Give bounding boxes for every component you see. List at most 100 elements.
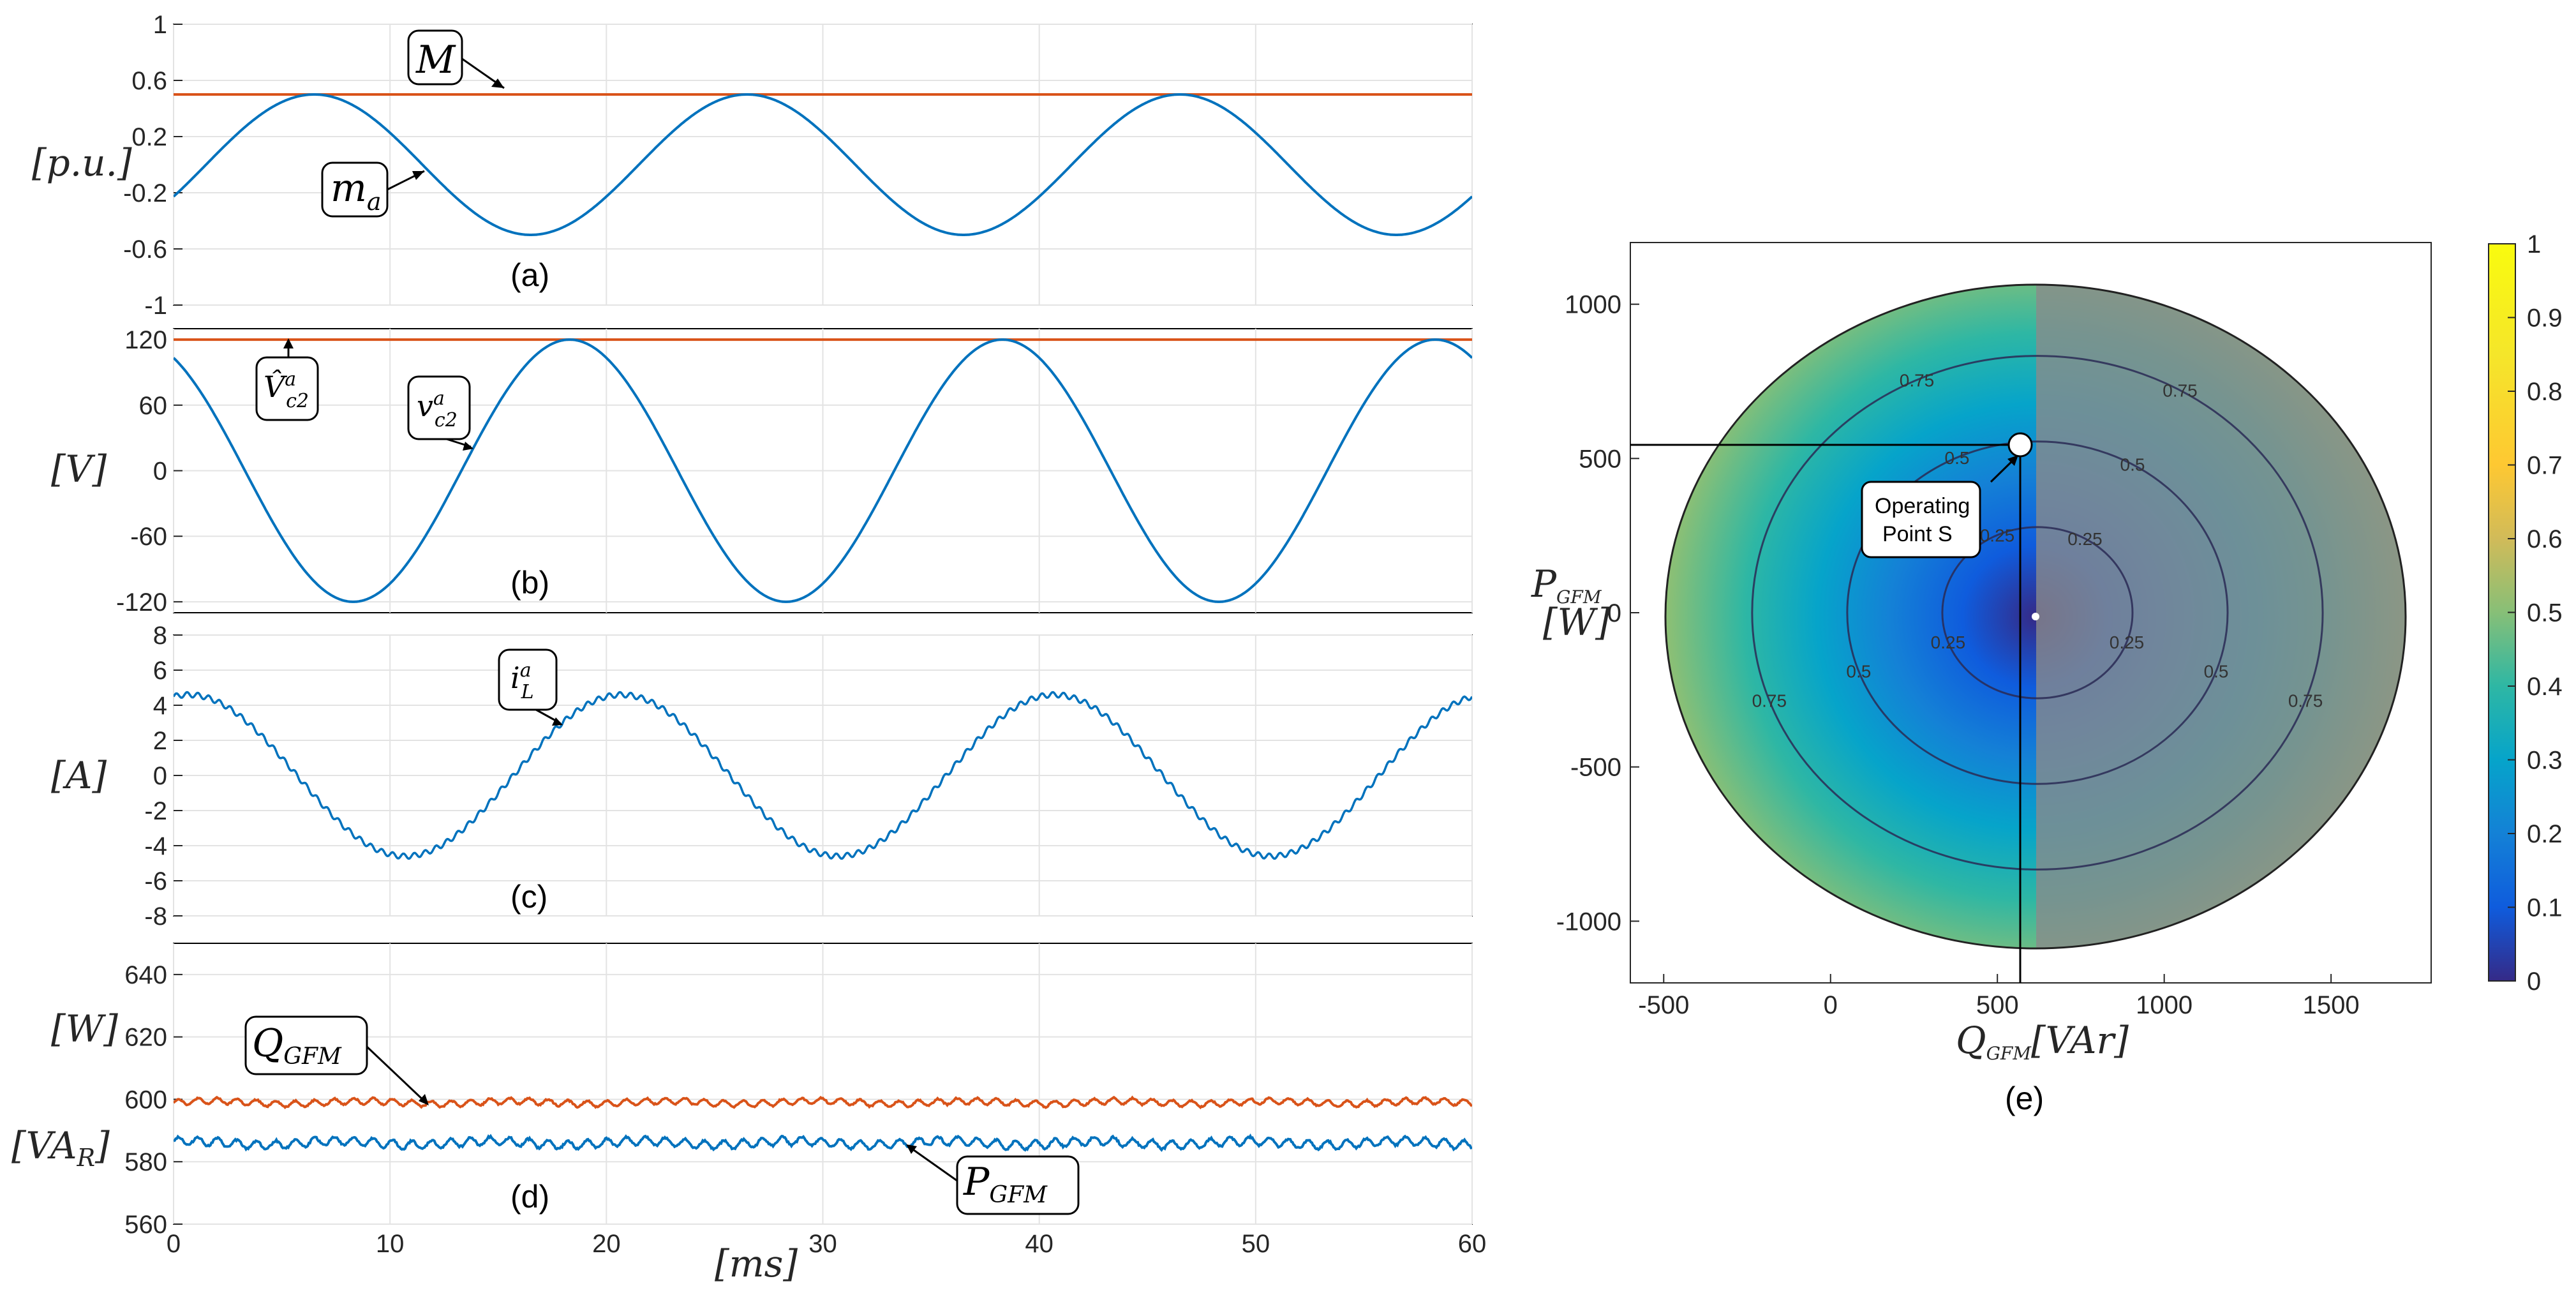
panel-a: 10.60.2-0.2-0.6-1 [p.u.] (a) M ma xyxy=(32,11,1473,320)
op-callout-line1: Operating xyxy=(1875,494,1970,518)
op-callout-arrowhead xyxy=(2007,455,2018,466)
contour-label: 0.75 xyxy=(2288,691,2323,711)
y-tick-label: -6 xyxy=(144,867,167,895)
y-tick-label: 640 xyxy=(124,961,167,989)
panel-a-grid xyxy=(173,24,1473,306)
y-tick-label: -0.2 xyxy=(123,179,167,207)
x-tick-label: 60 xyxy=(1458,1230,1487,1258)
contour-label: 0.25 xyxy=(1931,632,1966,652)
panel-c-ylabel: [A] xyxy=(51,754,107,797)
contour-label: 0.75 xyxy=(1900,370,1935,390)
contour-label: 0.5 xyxy=(2120,455,2145,475)
x-tick-label: 0 xyxy=(1824,991,1838,1019)
x-tick-label: 50 xyxy=(1242,1230,1270,1258)
colorbar-tick-label: 0.1 xyxy=(2527,894,2563,922)
op-callout-line2: Point S xyxy=(1882,522,1953,546)
contour-label: 0.75 xyxy=(2163,381,2198,401)
colorbar-tick-label: 1 xyxy=(2527,230,2541,258)
y-tick-label: 0 xyxy=(153,762,167,790)
panel-c: 8 6 4 2 0 -2 -4 -6 -8 [A] (c) ia L xyxy=(51,622,1473,931)
panel-c-label: (c) xyxy=(510,879,547,915)
contour-label: 0.75 xyxy=(1752,691,1787,711)
y-tick-label: 8 xyxy=(153,622,167,650)
panel-e-xlabel: QGFM[VAr] xyxy=(1956,1019,2129,1064)
annotation-M-text: M xyxy=(415,38,456,82)
y-tick-label: 4 xyxy=(153,692,167,720)
panel-b-label: (b) xyxy=(510,565,549,601)
annotation-Q-GFM-box xyxy=(244,1015,368,1075)
contour-0.5 xyxy=(1846,440,2229,785)
annotation-Vhat-arrowhead xyxy=(283,338,294,348)
y-tick-label: 580 xyxy=(124,1148,167,1176)
colorbar-tick-label: 0.3 xyxy=(2527,747,2563,775)
colorbar-tick-label: 0 xyxy=(2527,968,2541,996)
series-Q-GFM-line xyxy=(174,1095,1472,1110)
contour-label: 0.25 xyxy=(2067,529,2103,549)
x-tick-label: 20 xyxy=(592,1230,621,1258)
panel-d-ylabel-top: [W] xyxy=(51,1007,118,1051)
colorbar-tick-label: 0.4 xyxy=(2527,673,2563,701)
y-tick-label: 2 xyxy=(153,727,167,755)
y-tick-label: 620 xyxy=(124,1024,167,1052)
panel-a-label: (a) xyxy=(510,257,549,293)
annotation-m-a-arrowhead xyxy=(412,171,424,180)
x-tick-label: 1000 xyxy=(2136,991,2193,1019)
panel-c-grid xyxy=(173,634,1473,917)
y-tick-label: -2 xyxy=(144,797,167,825)
y-tick-label: -500 xyxy=(1570,754,1621,782)
x-tick-label: -500 xyxy=(1638,991,1689,1019)
panel-e: 0.250.250.250.250.50.50.50.50.750.750.75… xyxy=(1531,230,2563,1116)
y-tick-label: 120 xyxy=(124,326,167,354)
panel-d-ylabel-bottom: [VAR] xyxy=(11,1124,110,1172)
contour-label: 0.25 xyxy=(1980,525,2015,545)
annotation-P-GFM-arrow xyxy=(909,1146,958,1182)
x-tick-label: 0 xyxy=(167,1230,181,1258)
y-tick-label: 6 xyxy=(153,657,167,685)
panel-d-xticks: 0 10 20 30 40 50 60 xyxy=(167,1230,1486,1258)
series-m-a-line xyxy=(174,93,1472,236)
series-P-GFM-line xyxy=(174,1133,1472,1152)
y-tick-label: -8 xyxy=(144,902,167,931)
panel-d-label: (d) xyxy=(510,1179,549,1215)
annotation-M-arrowhead xyxy=(491,79,504,88)
contour-0.75 xyxy=(1751,355,2324,871)
colorbar-tick-label: 0.2 xyxy=(2527,820,2563,848)
y-tick-label: -1 xyxy=(144,292,167,320)
panel-b-yticks: 120 60 0 -60 -120 xyxy=(116,326,182,617)
annotation-Q-GFM-arrowhead xyxy=(419,1094,429,1105)
panel-e-yticks: 1000 500 0 -500 -1000 xyxy=(1556,291,1639,936)
panel-e-ylabel-bottom: [W] xyxy=(1543,601,1610,644)
y-tick-label: 0 xyxy=(1607,599,1621,627)
contour-0.25 xyxy=(1941,526,2134,700)
y-tick-label: -4 xyxy=(144,832,167,860)
y-tick-label: 1000 xyxy=(1565,291,1621,319)
x-tick-label: 40 xyxy=(1025,1230,1053,1258)
colorbar-tick-label: 0.7 xyxy=(2527,452,2563,480)
panel-a-yticks: 1 0.6 0.2 -0.2 -0.6 -1 xyxy=(123,11,182,320)
annotation-Vhat-box xyxy=(255,356,319,421)
panel-e-xticks: -500 0 500 1000 1500 xyxy=(1638,974,2360,1019)
panel-d-xlabel: [ms] xyxy=(715,1242,798,1285)
y-tick-label: 560 xyxy=(124,1211,167,1239)
heatmap-boundary xyxy=(1664,283,2407,950)
colorbar-ticks: 1 0.9 0.8 0.7 0.6 0.5 0.4 0.3 0.2 0.1 0 xyxy=(2508,230,2563,996)
series-i-L-line xyxy=(174,691,1472,860)
y-tick-label: 600 xyxy=(124,1086,167,1114)
x-tick-label: 500 xyxy=(1976,991,2019,1019)
panel-c-yticks: 8 6 4 2 0 -2 -4 -6 -8 xyxy=(144,622,182,931)
colorbar-tick-label: 0.9 xyxy=(2527,304,2563,333)
annotation-P-GFM-arrowhead xyxy=(906,1144,917,1154)
colorbar-tick-label: 0.5 xyxy=(2527,599,2563,627)
contour-label: 0.25 xyxy=(2110,632,2145,652)
panel-e-label: (e) xyxy=(2005,1081,2044,1116)
x-tick-label: 30 xyxy=(808,1230,837,1258)
series-v-c2-line xyxy=(174,338,1472,603)
x-tick-label: 10 xyxy=(376,1230,405,1258)
operating-point-marker xyxy=(2007,432,2033,458)
colorbar-tick-label: 0.8 xyxy=(2527,378,2563,406)
annotation-Q-GFM-text: QGFM xyxy=(252,1021,342,1070)
center-dot xyxy=(2032,613,2039,620)
